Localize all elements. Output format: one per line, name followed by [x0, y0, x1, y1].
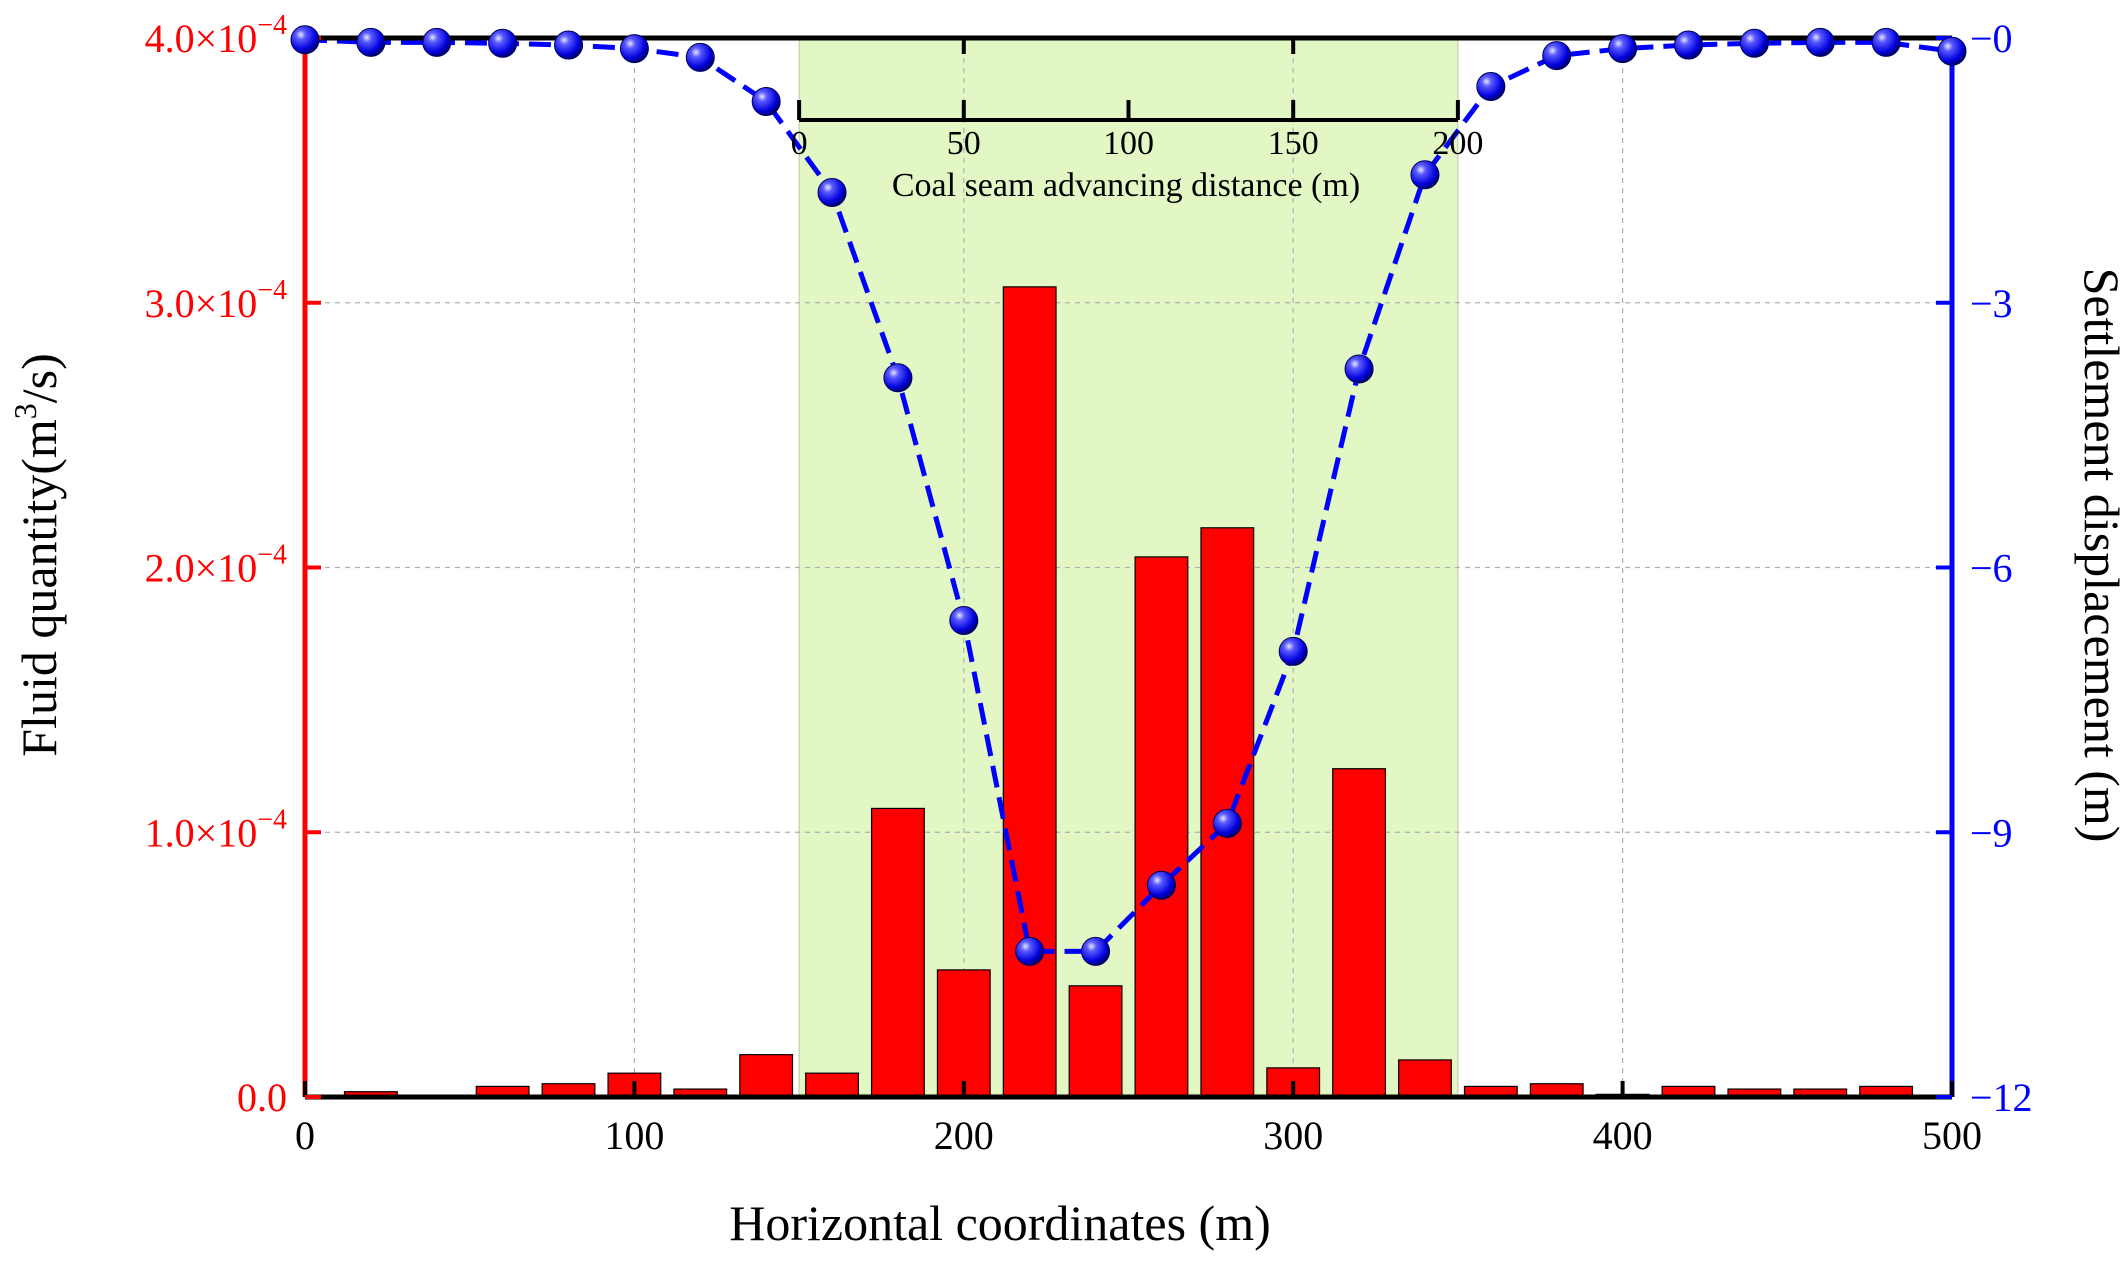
y-right-axis-title: Settlement displacement (m) — [2074, 268, 2125, 843]
settlement-point — [488, 28, 518, 58]
top-axis-tick-label: 50 — [947, 125, 981, 162]
grid-layer — [305, 38, 1952, 1097]
settlement-point — [1278, 636, 1308, 666]
settlement-point — [883, 363, 913, 393]
bar — [870, 807, 925, 1098]
settlement-point — [1410, 160, 1440, 190]
settlement-point — [949, 605, 979, 635]
y-right-tick-label: −3 — [1970, 281, 2013, 326]
x-tick-label: 400 — [1593, 1113, 1653, 1158]
bar — [1398, 1059, 1452, 1098]
x-tick-label: 500 — [1922, 1113, 1982, 1158]
y-left-axis-title: Fluid quantity(m3/s) — [7, 353, 67, 757]
x-axis-title: Horizontal coordinates (m) — [729, 1195, 1270, 1251]
settlement-point — [290, 25, 320, 55]
x-tick-label: 100 — [604, 1113, 664, 1158]
settlement-point — [554, 30, 584, 60]
bar-layer — [343, 286, 1914, 1098]
top-axis-layer: 0 50 100 150 200 — [791, 100, 1483, 162]
settlement-point — [1476, 72, 1506, 102]
settlement-point — [751, 87, 781, 117]
settlement-point — [1739, 28, 1769, 58]
settlement-point — [1015, 936, 1045, 966]
y-left-tick-label: 0.0 — [237, 1075, 287, 1120]
settlement-point — [1344, 354, 1374, 384]
x-tick-label: 300 — [1263, 1113, 1323, 1158]
bar — [1068, 985, 1123, 1098]
bar — [805, 1072, 859, 1098]
y-left-tick-label: 1.0×10−4 — [145, 804, 287, 855]
settlement-point — [1673, 30, 1703, 60]
y-right-tick-label: −0 — [1970, 16, 2013, 61]
y-left-tick-label: 4.0×10−4 — [145, 10, 287, 61]
x-tick-label: 200 — [934, 1113, 994, 1158]
settlement-point — [1146, 870, 1176, 900]
settlement-point — [1081, 936, 1111, 966]
settlement-point — [817, 177, 847, 207]
marker-layer — [290, 25, 1967, 966]
settlement-point — [422, 27, 452, 57]
top-axis-tick-label: 0 — [791, 125, 808, 162]
top-axis-tick-label: 150 — [1268, 125, 1319, 162]
top-axis-title: Coal seam advancing distance (m) — [892, 167, 1360, 204]
bar — [1002, 286, 1057, 1098]
settlement-point — [685, 42, 715, 72]
y-right-tick-label: −9 — [1970, 810, 2013, 855]
bar — [1134, 556, 1189, 1098]
settlement-point — [619, 34, 649, 64]
bar — [739, 1054, 794, 1098]
top-axis-tick-label: 100 — [1103, 125, 1154, 162]
bar — [1332, 768, 1387, 1098]
x-tick-label: 0 — [295, 1113, 315, 1158]
settlement-point — [356, 27, 386, 57]
y-left-tick-label: 3.0×10−4 — [145, 275, 287, 326]
y-left-tick-label: 2.0×10−4 — [145, 540, 287, 591]
y-right-tick-label: −6 — [1970, 546, 2013, 591]
settlement-point — [1542, 41, 1572, 71]
settlement-point — [1871, 27, 1901, 57]
settlement-point — [1212, 808, 1242, 838]
settlement-point — [1608, 34, 1638, 64]
settlement-point — [1805, 27, 1835, 57]
top-axis-tick-label: 200 — [1432, 125, 1483, 162]
y-right-tick-label: −12 — [1970, 1075, 2033, 1120]
bar — [936, 969, 991, 1098]
settlement-point — [1937, 36, 1967, 66]
tick-label-layer: 0 100 200 300 400 5000.01.0×10−42.0×10−43.0×1… — [145, 10, 2033, 1158]
